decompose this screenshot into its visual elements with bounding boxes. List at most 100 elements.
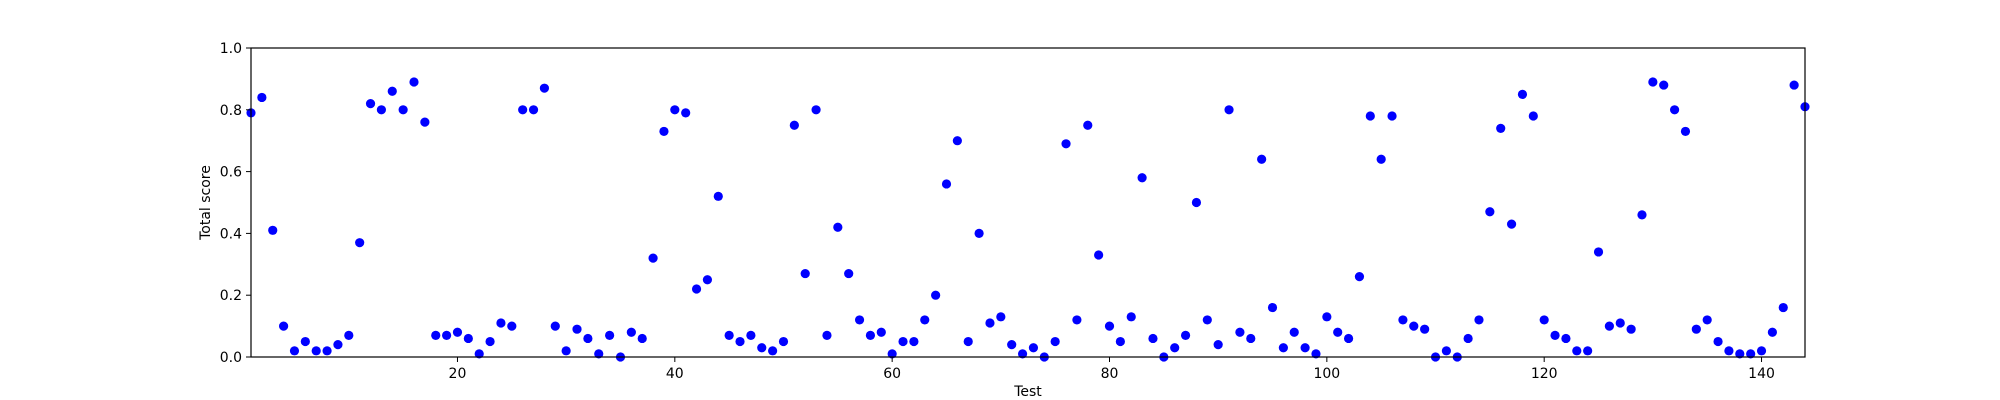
data-point	[648, 253, 658, 263]
data-point	[1180, 330, 1191, 340]
data-point	[311, 346, 321, 356]
data-point	[1604, 321, 1614, 331]
data-point	[528, 105, 539, 115]
data-point	[1126, 312, 1136, 322]
data-point	[474, 349, 484, 359]
data-point	[833, 222, 843, 232]
data-point	[1648, 77, 1658, 87]
data-point	[1583, 346, 1593, 356]
data-point	[1561, 333, 1571, 344]
data-point	[1278, 343, 1288, 353]
data-point	[1235, 327, 1245, 337]
data-point	[1017, 349, 1028, 359]
data-point	[420, 117, 430, 127]
data-point	[594, 349, 604, 359]
data-point	[1191, 197, 1202, 208]
data-point	[1702, 315, 1712, 325]
data-point	[409, 77, 419, 87]
data-point	[800, 268, 810, 279]
data-point	[485, 336, 495, 347]
x-tick-label: 60	[883, 366, 901, 382]
data-point	[539, 83, 550, 93]
data-point	[507, 321, 517, 331]
data-point	[1028, 343, 1039, 353]
data-point	[1333, 327, 1343, 337]
data-point	[1496, 123, 1506, 133]
data-point	[1007, 340, 1017, 350]
data-point	[452, 327, 463, 337]
data-point	[811, 105, 821, 115]
y-tick-label: 0.4	[220, 226, 242, 242]
data-point	[768, 346, 778, 356]
data-point	[1115, 336, 1125, 347]
data-point	[724, 330, 734, 340]
data-point	[1072, 315, 1082, 325]
data-point	[1626, 324, 1636, 334]
data-point	[996, 312, 1006, 322]
data-point	[605, 330, 615, 340]
data-point	[974, 228, 984, 238]
data-point	[898, 336, 908, 347]
data-point	[1387, 111, 1397, 121]
data-point	[1680, 126, 1691, 137]
data-point	[300, 336, 310, 347]
data-point	[637, 333, 647, 344]
data-point	[1409, 321, 1419, 331]
data-point	[1767, 327, 1777, 337]
data-point	[355, 238, 365, 248]
data-point	[322, 346, 332, 356]
data-point	[822, 330, 832, 340]
data-point	[1517, 89, 1528, 99]
data-point	[746, 330, 756, 340]
y-tick-label: 1.0	[220, 41, 242, 57]
data-point	[550, 321, 560, 331]
x-tick-label: 40	[666, 366, 684, 382]
data-point	[387, 86, 397, 96]
data-point	[1213, 340, 1223, 350]
data-point	[909, 336, 919, 347]
data-point	[1756, 346, 1767, 356]
y-tick-label: 0.0	[220, 350, 242, 366]
data-point	[757, 343, 767, 353]
data-point	[670, 105, 680, 115]
x-tick-label: 120	[1531, 366, 1558, 382]
data-point	[1083, 120, 1093, 130]
data-point	[1539, 315, 1549, 325]
x-axis: 20 40 60 80 100 120 140	[449, 357, 1775, 382]
x-tick-label: 80	[1101, 366, 1119, 382]
data-point	[1789, 80, 1799, 90]
x-tick-label: 100	[1313, 366, 1340, 382]
data-point	[1343, 333, 1354, 344]
x-tick-label: 140	[1748, 366, 1775, 382]
data-point	[1463, 333, 1473, 344]
data-point	[1506, 219, 1517, 229]
data-point	[844, 268, 854, 279]
data-point	[583, 333, 593, 344]
data-point	[268, 225, 278, 235]
data-point	[1420, 324, 1430, 334]
data-point	[518, 105, 528, 115]
data-point	[463, 333, 473, 344]
data-point	[398, 105, 408, 115]
data-point	[1691, 324, 1701, 334]
data-point	[1289, 327, 1299, 337]
data-point	[931, 290, 941, 300]
x-axis-label: Test	[1013, 384, 1042, 400]
data-point	[1778, 302, 1788, 313]
data-point	[920, 315, 930, 325]
data-point	[1376, 154, 1386, 164]
data-point	[496, 318, 506, 328]
data-point	[681, 108, 691, 118]
data-point	[1593, 247, 1604, 257]
data-point	[691, 284, 702, 294]
data-point	[1713, 336, 1723, 347]
data-point	[887, 349, 897, 359]
data-point	[257, 92, 267, 103]
data-point	[778, 336, 789, 347]
data-point	[561, 346, 571, 356]
data-point	[1550, 330, 1560, 340]
data-point	[365, 99, 376, 109]
data-point	[1659, 80, 1669, 90]
data-point	[431, 330, 441, 340]
